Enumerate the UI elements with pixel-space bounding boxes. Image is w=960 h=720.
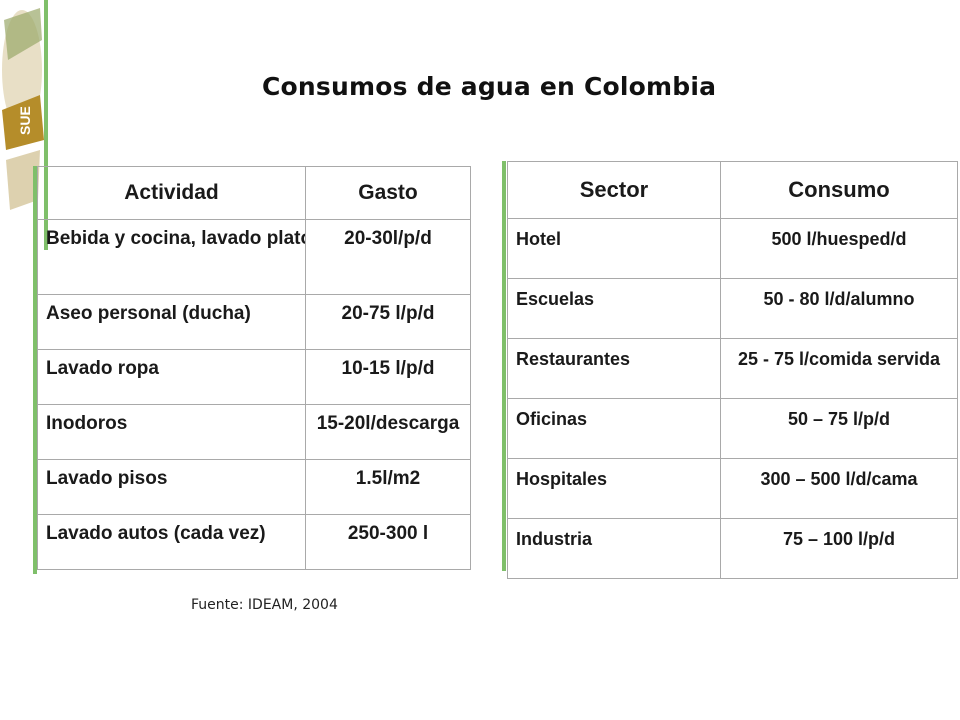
- table-activity-accent-bar: [33, 166, 37, 574]
- consumption-cell: 500 l/huesped/d: [720, 218, 958, 279]
- table-row: Inodoros 15-20l/descarga: [37, 404, 471, 460]
- expense-cell: 250-300 l: [305, 514, 471, 570]
- table-row: Oficinas 50 – 75 l/p/d: [507, 398, 958, 459]
- table-row: Aseo personal (ducha) 20-75 l/p/d: [37, 294, 471, 350]
- expense-cell: 10-15 l/p/d: [305, 349, 471, 405]
- activity-cell: Lavado pisos: [37, 459, 306, 515]
- consumption-cell: 50 – 75 l/p/d: [720, 398, 958, 459]
- header-consumo: Consumo: [720, 161, 958, 219]
- activity-cell: Lavado ropa: [37, 349, 306, 405]
- sector-cell: Hotel: [507, 218, 721, 279]
- table-row: Lavado ropa 10-15 l/p/d: [37, 349, 471, 405]
- consumption-cell: 300 – 500 l/d/cama: [720, 458, 958, 519]
- sector-consumption-table: Sector Consumo Hotel 500 l/huesped/d Esc…: [507, 161, 958, 579]
- table-row: Escuelas 50 - 80 l/d/alumno: [507, 278, 958, 339]
- consumption-cell: 25 - 75 l/comida servida: [720, 338, 958, 399]
- activity-consumption-table: Actividad Gasto Bebida y cocina, lavado …: [37, 166, 471, 570]
- table-header-row: Sector Consumo: [507, 161, 958, 219]
- activity-cell: Inodoros: [37, 404, 306, 460]
- logo-text: SUE: [17, 106, 33, 135]
- page-title: Consumos de agua en Colombia: [262, 72, 717, 101]
- expense-cell: 20-30l/p/d: [305, 219, 471, 295]
- activity-cell: Bebida y cocina, lavado platos: [37, 219, 306, 295]
- source-caption: Fuente: IDEAM, 2004: [191, 597, 338, 613]
- header-actividad: Actividad: [37, 166, 306, 220]
- institution-logo: SUE: [2, 0, 48, 250]
- table-row: Bebida y cocina, lavado platos 20-30l/p/…: [37, 219, 471, 295]
- consumption-cell: 50 - 80 l/d/alumno: [720, 278, 958, 339]
- expense-cell: 20-75 l/p/d: [305, 294, 471, 350]
- sector-cell: Industria: [507, 518, 721, 579]
- table-row: Industria 75 – 100 l/p/d: [507, 518, 958, 579]
- activity-cell: Lavado autos (cada vez): [37, 514, 306, 570]
- sector-cell: Restaurantes: [507, 338, 721, 399]
- activity-cell: Aseo personal (ducha): [37, 294, 306, 350]
- sector-cell: Oficinas: [507, 398, 721, 459]
- sector-cell: Escuelas: [507, 278, 721, 339]
- expense-cell: 15-20l/descarga: [305, 404, 471, 460]
- consumption-cell: 75 – 100 l/p/d: [720, 518, 958, 579]
- sector-cell: Hospitales: [507, 458, 721, 519]
- table-sector-accent-bar: [502, 161, 506, 571]
- expense-cell: 1.5l/m2: [305, 459, 471, 515]
- table-row: Lavado autos (cada vez) 250-300 l: [37, 514, 471, 570]
- header-sector: Sector: [507, 161, 721, 219]
- header-gasto: Gasto: [305, 166, 471, 220]
- table-row: Hospitales 300 – 500 l/d/cama: [507, 458, 958, 519]
- table-row: Hotel 500 l/huesped/d: [507, 218, 958, 279]
- table-row: Restaurantes 25 - 75 l/comida servida: [507, 338, 958, 399]
- table-header-row: Actividad Gasto: [37, 166, 471, 220]
- table-row: Lavado pisos 1.5l/m2: [37, 459, 471, 515]
